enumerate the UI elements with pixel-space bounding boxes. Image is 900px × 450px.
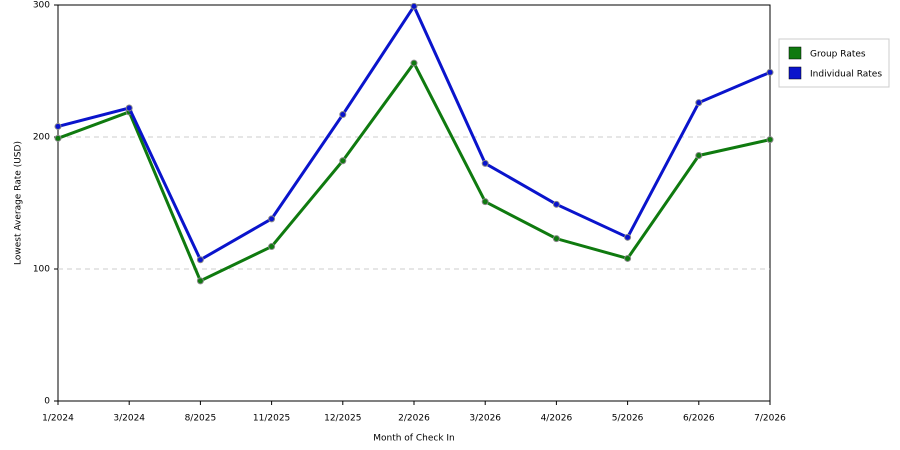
point xyxy=(410,2,418,10)
point xyxy=(54,122,62,130)
x-tick-label: 3/2024 xyxy=(113,414,145,424)
point xyxy=(268,243,276,251)
legend-swatch xyxy=(788,46,802,60)
x-tick-label: 8/2025 xyxy=(185,414,217,424)
x-tick-label: 7/2026 xyxy=(754,414,786,424)
x-tick-label: 6/2026 xyxy=(683,414,715,424)
plot-area xyxy=(57,4,771,402)
point xyxy=(54,134,62,142)
point xyxy=(339,157,347,165)
point xyxy=(624,254,632,262)
point xyxy=(339,111,347,119)
y-tick-label: 200 xyxy=(33,133,50,143)
point xyxy=(268,215,276,223)
legend-label: Group Rates xyxy=(810,50,866,60)
y-tick-label: 0 xyxy=(44,397,50,407)
point xyxy=(125,104,133,112)
y-tick-label: 300 xyxy=(33,1,50,11)
point xyxy=(624,233,632,241)
point xyxy=(766,136,774,144)
legend-box xyxy=(778,38,890,88)
y-axis-label: Lowest Average Rate (USD) xyxy=(14,141,24,265)
point xyxy=(552,235,560,243)
x-tick-label: 12/2025 xyxy=(324,414,361,424)
point xyxy=(196,256,204,264)
legend-label: Individual Rates xyxy=(810,70,882,80)
x-tick-label: 5/2026 xyxy=(612,414,644,424)
x-tick-label: 1/2024 xyxy=(42,414,74,424)
point xyxy=(766,68,774,76)
x-tick-label: 4/2026 xyxy=(541,414,573,424)
x-tick-label: 2/2026 xyxy=(398,414,430,424)
point xyxy=(410,59,418,67)
point xyxy=(695,151,703,159)
x-tick-label: 3/2026 xyxy=(469,414,501,424)
y-tick-label: 100 xyxy=(33,265,50,275)
point xyxy=(196,277,204,285)
point xyxy=(481,198,489,206)
point xyxy=(695,99,703,107)
x-axis-label: Month of Check In xyxy=(373,434,455,444)
x-tick-label: 11/2025 xyxy=(253,414,290,424)
legend-swatch xyxy=(788,66,802,80)
point xyxy=(481,159,489,167)
point xyxy=(552,200,560,208)
